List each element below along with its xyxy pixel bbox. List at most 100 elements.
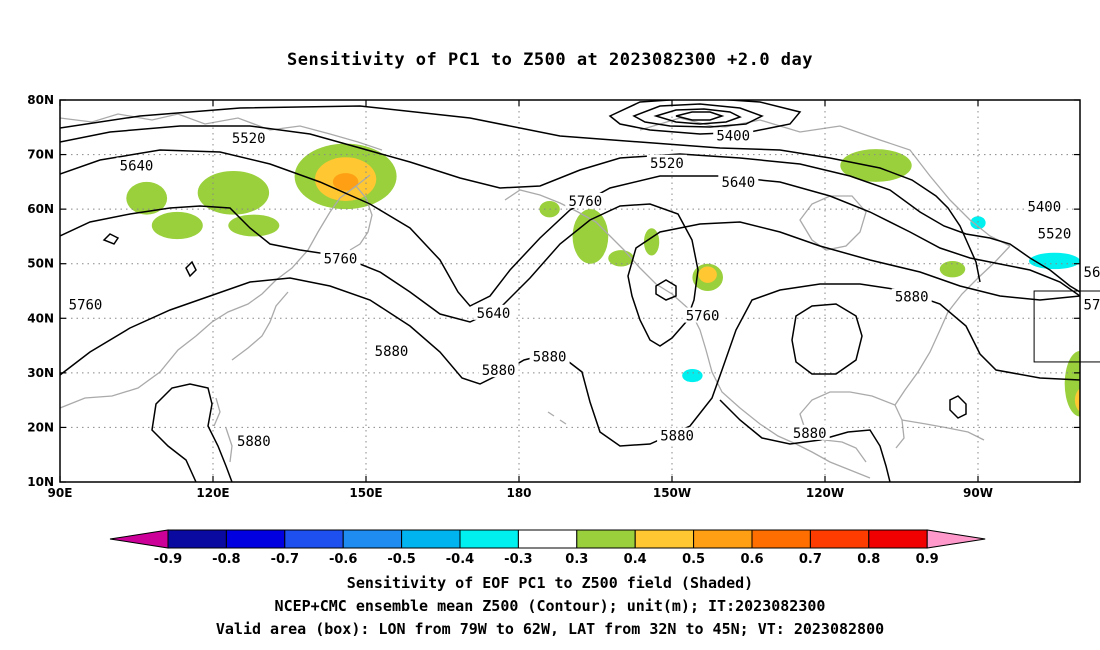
sensitivity-region <box>682 369 703 383</box>
colorbar-label: 0.5 <box>682 552 705 567</box>
coastline-north-america-east <box>894 245 1011 406</box>
contour-label: 5760 <box>69 298 103 314</box>
contour-labels-layer: 5520 5640 5400 5520 5640 5760 5400 5520 5640 5760… <box>65 127 1100 450</box>
contour-label-bg <box>891 288 932 304</box>
contour-label: 5760 <box>324 251 358 267</box>
y-tick-label: 60N <box>27 202 54 216</box>
coastline-taiwan-philippines <box>213 397 233 463</box>
contour-label-bg <box>713 127 754 143</box>
colorbar-segment <box>809 529 870 549</box>
contour-line-5880-wpacific <box>151 383 233 482</box>
contour-line-5520 <box>60 125 1080 293</box>
colorbar-label: -0.4 <box>446 552 474 567</box>
colorbar-segment <box>225 529 286 549</box>
coastline-caribbean <box>901 419 985 441</box>
coastline-gulf-of-mexico <box>799 391 896 463</box>
y-tick-label: 80N <box>27 93 54 107</box>
x-tick-label: 180 <box>506 486 531 500</box>
colorbar-label: -0.7 <box>271 552 299 567</box>
contour-label: 5520 <box>1038 227 1072 243</box>
contour-line-5640 <box>60 149 1080 307</box>
caption-line-2: NCEP+CMC ensemble mean Z500 (Contour); u… <box>274 597 826 615</box>
sensitivity-region <box>572 209 609 264</box>
colorbar-segment <box>284 529 344 549</box>
colorbar-label: 0.9 <box>916 552 939 567</box>
contour-line-cutoff-low <box>655 279 677 301</box>
colorbar: -0.9 -0.8 -0.7 -0.6 -0.5 -0.4 -0.3 0.3 0.4 0.5 0.6… <box>109 529 986 567</box>
contour-label-bg <box>478 362 519 378</box>
contour-label-bg <box>657 427 698 443</box>
contour-line-5400 <box>60 105 981 283</box>
contour-label: 5760 <box>1084 298 1100 314</box>
contour-label-bg <box>320 250 361 266</box>
contour-label: 5880 <box>793 426 827 442</box>
coastline-hawaii <box>547 411 567 425</box>
contour-line-arctic-low-1 <box>608 100 802 135</box>
contour-label: 5760 <box>568 194 602 210</box>
coastline-alaska <box>504 189 673 295</box>
colorbar-label: 0.6 <box>740 552 763 567</box>
colorbar-segment <box>167 529 227 549</box>
contour-label-bg <box>65 296 106 312</box>
contour-line-5880-atlantic <box>949 395 967 419</box>
y-tick-label: 50N <box>27 257 54 271</box>
contour-label-bg <box>371 343 412 359</box>
y-tick-label: 20N <box>27 420 54 434</box>
x-tick-label: 150W <box>653 486 691 500</box>
sensitivity-region <box>126 181 168 215</box>
contour-label: 5760 <box>686 309 720 325</box>
contour-label-bg <box>473 304 514 320</box>
contour-label-bg <box>718 173 759 189</box>
caption-line-1: Sensitivity of EOF PC1 to Z500 field (Sh… <box>346 574 754 592</box>
colorbar-segment <box>634 529 695 549</box>
colorbar-label: 0.8 <box>857 552 880 567</box>
contour-label: 5880 <box>660 429 694 445</box>
x-tick-label: 90W <box>963 486 993 500</box>
contour-label: 5640 <box>721 175 755 191</box>
contour-line-5880-high <box>791 303 863 375</box>
colorbar-label: 0.7 <box>799 552 822 567</box>
contour-label: 5640 <box>120 158 154 174</box>
colorbar-segment <box>517 529 578 549</box>
sensitivity-region <box>1082 402 1094 415</box>
contour-label: 5400 <box>716 128 750 144</box>
colorbar-segment <box>401 529 461 549</box>
colorbar-label: -0.3 <box>504 552 532 567</box>
sensitivity-region <box>197 170 270 215</box>
colorbar-max-arrow <box>926 529 986 549</box>
latitude-axis: 10N 20N 30N 40N 50N 60N 70N 80N <box>27 93 1080 489</box>
contour-label: 5640 <box>1084 265 1100 281</box>
colorbar-segment <box>459 529 519 549</box>
contour-line-arctic-low-2 <box>632 103 764 128</box>
contour-label-bg <box>682 307 723 323</box>
y-tick-label: 70N <box>27 148 54 162</box>
contour-label: 5880 <box>533 349 567 365</box>
sensitivity-region <box>698 266 717 283</box>
sensitivity-region <box>1029 252 1080 270</box>
colorbar-label: -0.9 <box>154 552 182 567</box>
x-tick-label: 120E <box>196 486 229 500</box>
sensitivity-region <box>228 214 280 237</box>
contour-line-arctic-low-3 <box>653 108 742 125</box>
figure-title: Sensitivity of PC1 to Z500 at 2023082300… <box>286 50 813 70</box>
colorbar-segment <box>576 529 636 549</box>
sensitivity-region <box>970 216 986 230</box>
contour-label-bg <box>1024 198 1065 214</box>
y-tick-label: 30N <box>27 366 54 380</box>
contour-label: 5880 <box>895 289 929 305</box>
contour-label: 5880 <box>237 434 271 450</box>
colorbar-label: 0.3 <box>565 552 588 567</box>
coastlines-layer <box>60 113 1011 479</box>
colorbar-segment <box>342 529 403 549</box>
sensitivity-region <box>151 211 203 240</box>
colorbar-min-arrow <box>109 529 169 549</box>
contour-label-bg <box>1080 296 1100 312</box>
contour-label: 5880 <box>375 344 409 360</box>
y-tick-label: 40N <box>27 311 54 325</box>
coastline-north-america-west <box>671 293 871 479</box>
caption-line-3: Valid area (box): LON from 79W to 62W, L… <box>215 620 885 638</box>
contour-label: 5520 <box>650 156 684 172</box>
contour-line-5760 <box>60 203 1080 347</box>
contour-label-bg <box>228 130 269 146</box>
